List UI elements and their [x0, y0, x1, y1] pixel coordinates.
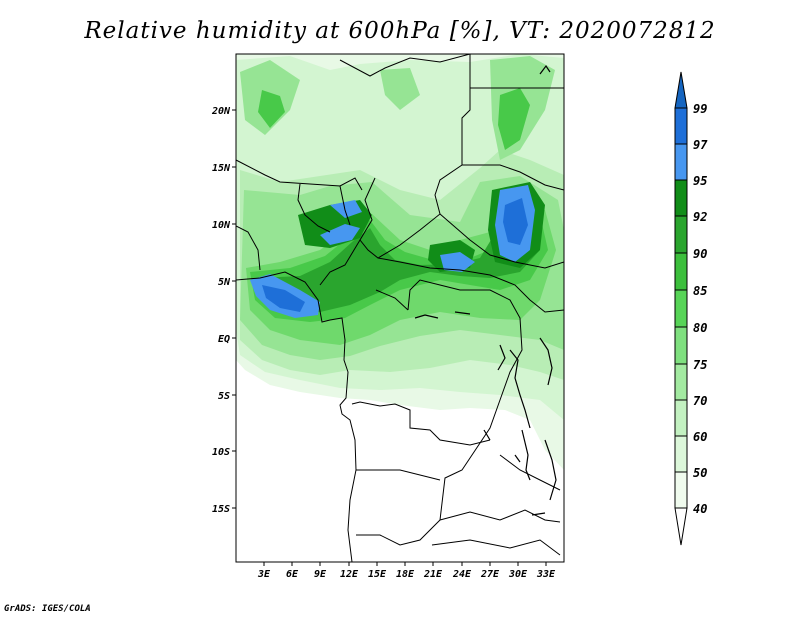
colorbar-segment	[674, 399, 688, 437]
lon-label: 24E	[452, 569, 472, 580]
colorbar-label: 99	[693, 102, 708, 116]
colorbar-label: 70	[693, 394, 708, 408]
lon-label: 12E	[340, 569, 359, 580]
colorbar-top-arrow	[674, 71, 688, 109]
lon-label: 21E	[423, 569, 443, 580]
humidity-92-area	[298, 182, 545, 272]
lat-label: 20N	[211, 106, 231, 117]
colorbar-label: 75	[693, 358, 708, 372]
colorbar-segment	[674, 363, 688, 401]
lon-label: 33E	[536, 569, 556, 580]
humidity-97-area	[262, 198, 528, 312]
map-frame	[235, 53, 565, 563]
colorbar-segment	[674, 435, 688, 473]
colorbar-label: 40	[693, 502, 708, 516]
colorbar-label: 85	[693, 284, 708, 298]
lat-label: 10N	[212, 220, 231, 231]
lat-label: 15S	[212, 504, 230, 515]
colorbar-segment	[674, 143, 688, 181]
colorbar-label: 60	[693, 430, 708, 444]
longitude-axis: 3E 6E 9E 12E 15E 18E 21E 24E 27E 30E 33E	[257, 562, 556, 580]
lon-label: 27E	[480, 569, 500, 580]
lon-label: 18E	[396, 569, 415, 580]
colorbar-label: 90	[693, 247, 708, 261]
colorbar-segment	[674, 471, 688, 509]
country-borders	[236, 54, 564, 562]
lat-label: EQ	[218, 334, 230, 345]
colorbar-label: 92	[693, 210, 708, 224]
lat-label: 5N	[218, 277, 231, 288]
lon-label: 9E	[314, 569, 327, 580]
lon-label: 6E	[286, 569, 299, 580]
lat-label: 15N	[212, 163, 231, 174]
colorbar-label: 50	[693, 466, 708, 480]
colorbar-segment	[674, 326, 688, 365]
colorbar-segment	[674, 252, 688, 291]
colorbar-segment	[674, 215, 688, 254]
grads-credit: GrADS: IGES/COLA	[4, 604, 91, 614]
colorbar-label: 97	[693, 138, 708, 152]
colorbar-segment	[674, 107, 688, 145]
colorbar-segment	[674, 289, 688, 328]
colorbar-label: 80	[693, 321, 708, 335]
latitude-axis: 20N 15N 10N 5N EQ 5S 10S 15S	[211, 106, 236, 515]
lakes-and-rivers	[414, 64, 557, 516]
humidity-north-cores	[258, 88, 530, 150]
colorbar-segment	[674, 179, 688, 217]
colorbar-bottom-arrow	[674, 507, 688, 546]
colorbar-label: 95	[693, 174, 708, 188]
humidity-north-patches	[240, 56, 555, 160]
lat-label: 5S	[218, 391, 230, 402]
lon-label: 15E	[368, 569, 387, 580]
colorbar	[674, 71, 688, 546]
map-title: Relative humidity at 600hPa [%], VT: 202…	[84, 18, 716, 44]
lat-label: 10S	[212, 447, 230, 458]
lon-label: 30E	[508, 569, 528, 580]
lon-label: 3E	[257, 569, 271, 580]
humidity-90-area	[258, 220, 540, 312]
